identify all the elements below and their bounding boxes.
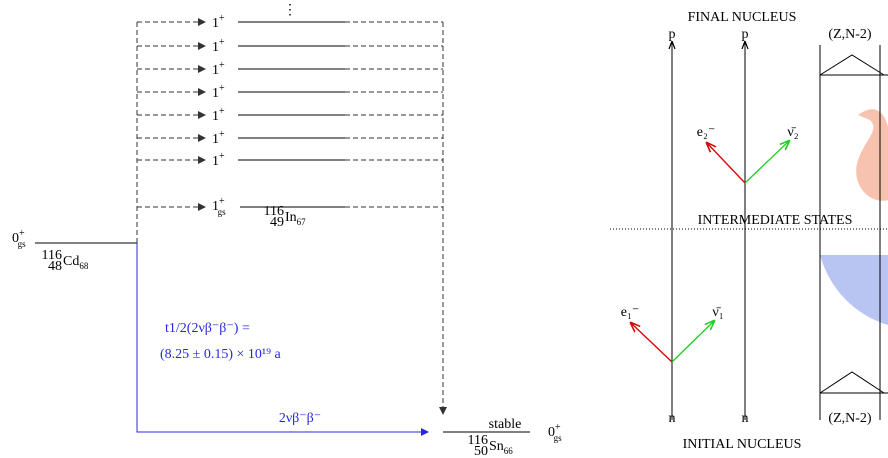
spin-label: 1+ bbox=[212, 129, 225, 147]
nuclide: Cd68 bbox=[63, 254, 89, 271]
n: 68 bbox=[79, 261, 89, 271]
spin: 1 bbox=[212, 132, 219, 147]
spin-label: 1+ bbox=[212, 37, 225, 55]
symbol: Cd bbox=[63, 254, 79, 269]
neutrino-label: ν̄₂ bbox=[787, 125, 798, 140]
parity: + bbox=[555, 422, 561, 433]
spin-label: 1+ bbox=[212, 151, 225, 169]
electron-label: e₂⁻ bbox=[697, 125, 715, 140]
sub: gs bbox=[18, 239, 27, 249]
parity: + bbox=[219, 151, 225, 162]
parity: + bbox=[19, 228, 25, 239]
title: INITIAL NUCLEUS bbox=[683, 437, 802, 452]
n: 67 bbox=[297, 217, 307, 227]
nuclide: In67 bbox=[285, 210, 306, 227]
antineutrino bbox=[745, 141, 789, 183]
diagram: 1+1+1+1+1+1+1+1+gs⋮0+gs11648Cd6811649In6… bbox=[0, 0, 888, 458]
label: n bbox=[669, 411, 676, 426]
shade bbox=[820, 255, 888, 325]
parity: + bbox=[219, 13, 225, 24]
nuclide: Sn66 bbox=[489, 439, 513, 456]
label: p bbox=[669, 27, 676, 42]
electron-label: e₁⁻ bbox=[621, 305, 639, 320]
z: 50 bbox=[474, 444, 488, 458]
sub: gs bbox=[218, 207, 227, 217]
spin: 1 bbox=[212, 16, 219, 31]
ellipsis: ⋮ bbox=[283, 3, 297, 18]
title: FINAL NUCLEUS bbox=[688, 10, 797, 25]
label: n bbox=[742, 411, 749, 426]
parity: + bbox=[219, 106, 225, 117]
spin-label: 1+ bbox=[212, 13, 225, 31]
feynman bbox=[610, 42, 888, 420]
decay-arrow bbox=[137, 243, 428, 432]
triangle bbox=[820, 372, 884, 393]
electron bbox=[707, 143, 745, 183]
spin: 1 bbox=[212, 109, 219, 124]
label: (Z,N-2) bbox=[828, 27, 871, 42]
parity: + bbox=[219, 37, 225, 48]
parity: + bbox=[219, 83, 225, 94]
spin-label: 0+gs bbox=[548, 422, 562, 443]
n: 66 bbox=[504, 446, 514, 456]
antineutrino bbox=[672, 321, 714, 362]
title: INTERMEDIATE STATES bbox=[698, 213, 853, 228]
stable: stable bbox=[489, 417, 522, 432]
spin-label: 1+ bbox=[212, 60, 225, 78]
spin: 1 bbox=[212, 40, 219, 55]
half-life: (8.25 ± 0.15) × 10¹⁹ a bbox=[160, 347, 281, 362]
label: (Z,N-2) bbox=[828, 411, 871, 426]
spin: 1 bbox=[212, 86, 219, 101]
spin-label: 1+gs bbox=[212, 196, 226, 217]
sub: gs bbox=[554, 433, 563, 443]
parity: + bbox=[219, 129, 225, 140]
triangle bbox=[820, 55, 884, 75]
decay-label: 2νβ⁻β⁻ bbox=[279, 411, 321, 426]
symbol: Sn bbox=[489, 439, 504, 454]
parity: + bbox=[219, 196, 225, 207]
electron bbox=[631, 323, 672, 362]
spin-label: 0+gs bbox=[12, 228, 26, 249]
spin-label: 1+ bbox=[212, 106, 225, 124]
neutrino-label: ν̄₁ bbox=[712, 305, 723, 320]
shade bbox=[856, 109, 888, 201]
spin: 1 bbox=[212, 154, 219, 169]
half-life: t1/2(2νβ⁻β⁻) = bbox=[165, 321, 250, 336]
spin: 1 bbox=[212, 63, 219, 78]
spin-label: 1+ bbox=[212, 83, 225, 101]
z: 48 bbox=[48, 259, 62, 274]
symbol: In bbox=[285, 210, 297, 225]
label: p bbox=[742, 27, 749, 42]
parity: + bbox=[219, 60, 225, 71]
z: 49 bbox=[270, 215, 284, 230]
